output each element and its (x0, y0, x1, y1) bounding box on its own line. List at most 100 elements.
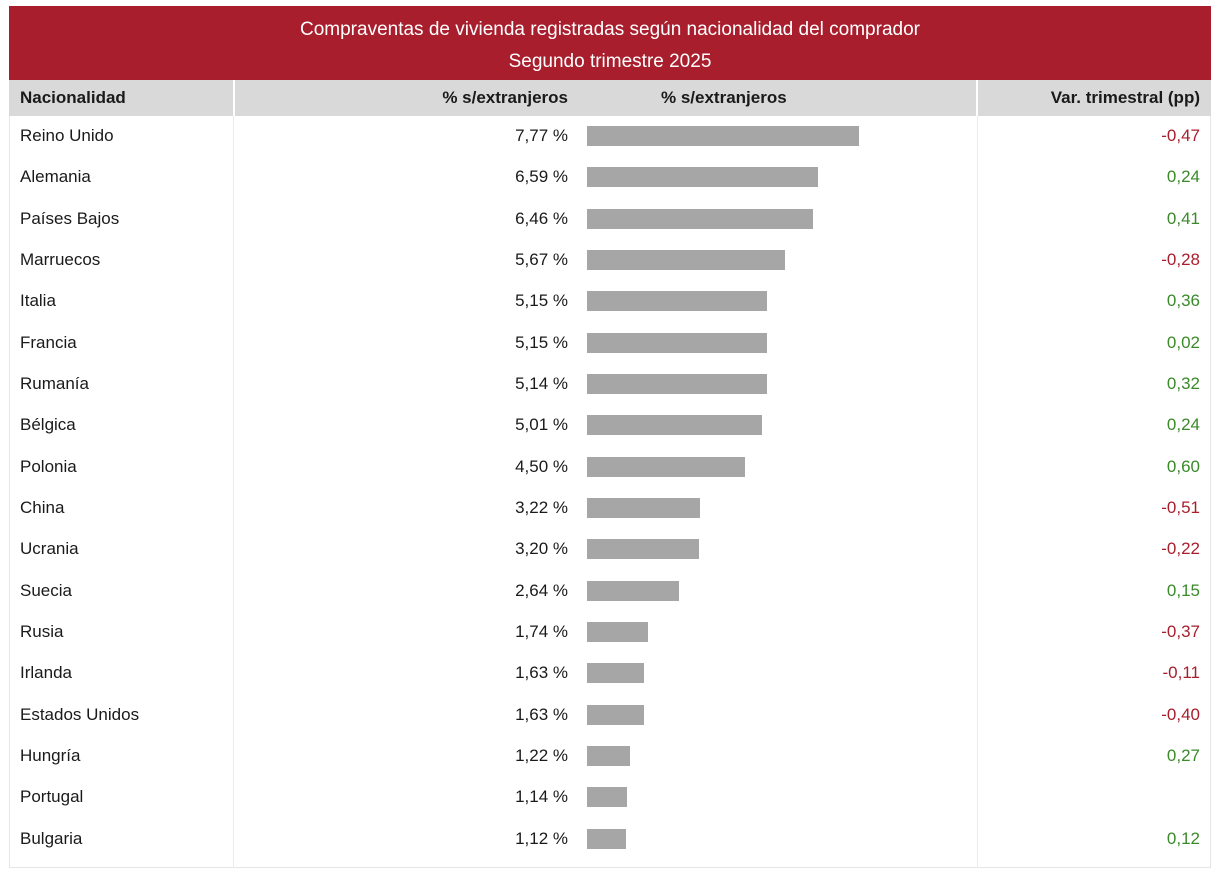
table-row: Alemania 6,59 % 0,24 (9, 157, 1211, 198)
table-row: Reino Unido 7,77 % -0,47 (9, 116, 1211, 157)
pct-value: 1,74 % (515, 621, 568, 641)
nationality-label: Bélgica (20, 415, 76, 435)
header-row: Nacionalidad % s/extranjeros % s/extranj… (9, 80, 1211, 116)
nationality-label: Hungría (20, 745, 81, 765)
table-row: Países Bajos 6,46 % 0,41 (9, 199, 1211, 240)
pct-bar (587, 828, 626, 849)
nationality-label: China (20, 497, 65, 517)
pct-value: 3,22 % (515, 497, 568, 517)
pct-value: 3,20 % (515, 539, 568, 559)
quarterly-variation: 0,60 (1166, 456, 1200, 476)
pct-value: 2,64 % (515, 580, 568, 600)
quarterly-variation: -0,22 (1161, 539, 1200, 559)
quarterly-variation: 0,27 (1166, 745, 1200, 765)
quarterly-variation: -0,47 (1161, 126, 1200, 145)
pct-value: 5,14 % (515, 373, 568, 393)
pct-bar (587, 497, 700, 518)
pct-value: 5,01 % (515, 415, 568, 435)
pct-value: 6,46 % (515, 208, 568, 228)
nationality-label: Alemania (20, 167, 91, 187)
quarterly-variation: -0,11 (1162, 663, 1201, 683)
pct-bar (587, 621, 648, 642)
nationality-label: Rumanía (20, 373, 89, 393)
quarterly-variation: 0,41 (1166, 208, 1200, 228)
header-divider (976, 80, 978, 116)
pct-value: 6,59 % (515, 167, 568, 187)
pct-bar (587, 291, 767, 312)
nationality-label: Irlanda (20, 663, 72, 683)
quarterly-variation: -0,51 (1161, 497, 1200, 517)
pct-bar (587, 456, 745, 477)
table-row: Irlanda 1,63 % -0,11 (9, 653, 1211, 694)
table-row: Estados Unidos 1,63 % -0,40 (9, 695, 1211, 736)
nationality-label: Suecia (20, 580, 72, 600)
table-row: Ucrania 3,20 % -0,22 (9, 529, 1211, 570)
quarterly-variation: 0,02 (1166, 332, 1200, 352)
chart-title: Compraventas de vivienda registradas seg… (300, 19, 920, 40)
quarterly-variation: 0,32 (1166, 373, 1200, 393)
pct-bar (587, 373, 767, 394)
quarterly-variation: 0,12 (1166, 828, 1200, 848)
nationality-label: Bulgaria (20, 828, 83, 848)
nationality-label: Francia (20, 332, 77, 352)
pct-bar (587, 167, 818, 188)
table-row: Marruecos 5,67 % -0,28 (9, 240, 1211, 281)
table-row: Francia 5,15 % 0,02 (9, 323, 1211, 364)
pct-bar (587, 745, 630, 766)
nationality-label: Portugal (20, 787, 84, 807)
nationality-label: Países Bajos (20, 208, 120, 228)
quarterly-variation: -0,37 (1161, 621, 1200, 641)
pct-value: 1,63 % (515, 704, 568, 724)
pct-bar (587, 208, 813, 229)
nationality-label: Reino Unido (20, 126, 114, 145)
pct-value: 5,15 % (515, 332, 568, 352)
table-row: Italia 5,15 % 0,36 (9, 281, 1211, 322)
pct-bar (587, 126, 859, 146)
pct-value: 5,15 % (515, 291, 568, 311)
pct-bar (587, 249, 785, 270)
quarterly-variation: 0,36 (1166, 291, 1200, 311)
table-row: Hungría 1,22 % 0,27 (9, 736, 1211, 777)
pct-value: 5,67 % (515, 249, 568, 269)
quarterly-variation: 0,15 (1166, 580, 1200, 600)
nationality-label: Ucrania (20, 539, 79, 559)
nationality-label: Marruecos (20, 249, 101, 269)
pct-bar (587, 332, 767, 353)
pct-value: 4,50 % (515, 456, 568, 476)
pct-value: 1,14 % (515, 787, 568, 807)
nationality-label: Estados Unidos (20, 704, 140, 724)
pct-bar (587, 415, 762, 436)
table-row: Polonia 4,50 % 0,60 (9, 447, 1211, 488)
pct-bar (587, 539, 699, 560)
table-row: Suecia 2,64 % 0,15 (9, 571, 1211, 612)
pct-value: 1,63 % (515, 663, 568, 683)
table-row: Bulgaria 1,12 % 0,12 (9, 819, 1211, 860)
pct-value: 1,12 % (515, 828, 568, 848)
header-nationality: Nacionalidad (20, 88, 126, 107)
column-divider (233, 116, 234, 868)
nationality-label: Italia (20, 291, 56, 311)
nationality-label: Rusia (20, 621, 64, 641)
table-row: Rumanía 5,14 % 0,32 (9, 364, 1211, 405)
quarterly-variation: -0,40 (1161, 704, 1200, 724)
column-divider (977, 116, 978, 868)
quarterly-variation: 0,24 (1166, 415, 1200, 435)
nationality-label: Polonia (20, 456, 77, 476)
pct-bar (587, 704, 644, 725)
table-row: Bélgica 5,01 % 0,24 (9, 405, 1211, 446)
pct-value: 7,77 % (515, 126, 568, 145)
header-pct-value: % s/extranjeros (442, 88, 568, 107)
table-row: China 3,22 % -0,51 (9, 488, 1211, 529)
title-banner: Compraventas de vivienda registradas seg… (9, 6, 1211, 80)
chart-subtitle: Segundo trimestre 2025 (508, 51, 712, 72)
table-row: Portugal 1,14 % (9, 777, 1211, 818)
pct-bar (587, 663, 644, 684)
pct-bar (587, 787, 627, 808)
header-variation: Var. trimestral (pp) (1050, 88, 1200, 107)
quarterly-variation: 0,24 (1166, 167, 1200, 187)
header-divider (233, 80, 235, 116)
quarterly-variation: -0,28 (1161, 249, 1200, 269)
header-pct-bar: % s/extranjeros (661, 88, 787, 107)
pct-value: 1,22 % (515, 745, 568, 765)
table-row: Rusia 1,74 % -0,37 (9, 612, 1211, 653)
